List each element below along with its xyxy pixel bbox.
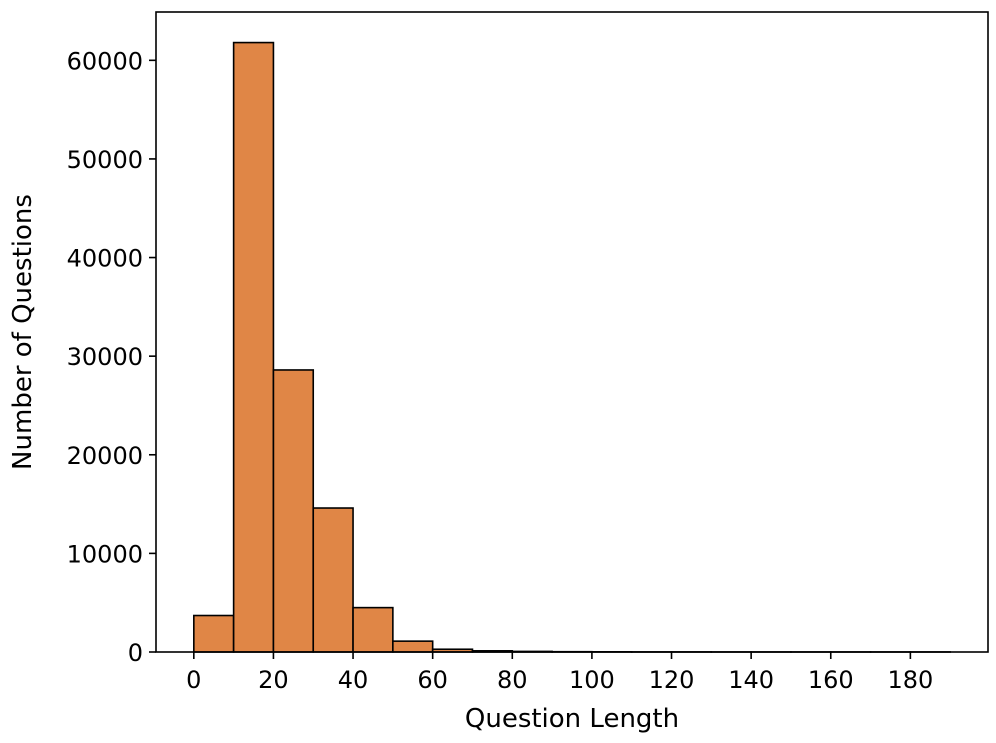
x-axis-ticks: 0 20 40 60 80 100 120 140 160 180 [186,652,933,694]
histogram-bar [352,606,394,653]
histogram-bar [193,614,235,653]
x-tick-label: 20 [258,666,289,694]
y-axis-ticks: 0 10000 20000 30000 40000 50000 60000 [67,47,156,667]
x-tick-label: 180 [887,666,933,694]
y-tick-label: 30000 [67,343,143,371]
y-tick-label: 40000 [67,245,143,273]
y-tick-label: 60000 [67,47,143,75]
x-tick-label: 40 [338,666,369,694]
y-tick-label: 50000 [67,146,143,174]
histogram-bar [312,507,354,653]
y-tick-label: 0 [128,639,143,667]
histogram-bar [232,41,275,653]
x-tick-label: 60 [417,666,448,694]
histogram-bar [392,640,434,653]
x-tick-label: 140 [728,666,774,694]
y-tick-label: 10000 [67,540,143,568]
y-axis-label: Number of Questions [8,194,38,470]
x-axis-label: Question Length [465,704,679,734]
x-tick-label: 160 [808,666,854,694]
x-tick-label: 100 [569,666,615,694]
x-tick-label: 0 [186,666,201,694]
x-tick-label: 80 [497,666,528,694]
y-tick-label: 20000 [67,442,143,470]
bars-group [193,41,951,653]
plot-frame [155,11,989,653]
histogram-bar [272,369,315,653]
x-tick-label: 120 [649,666,695,694]
